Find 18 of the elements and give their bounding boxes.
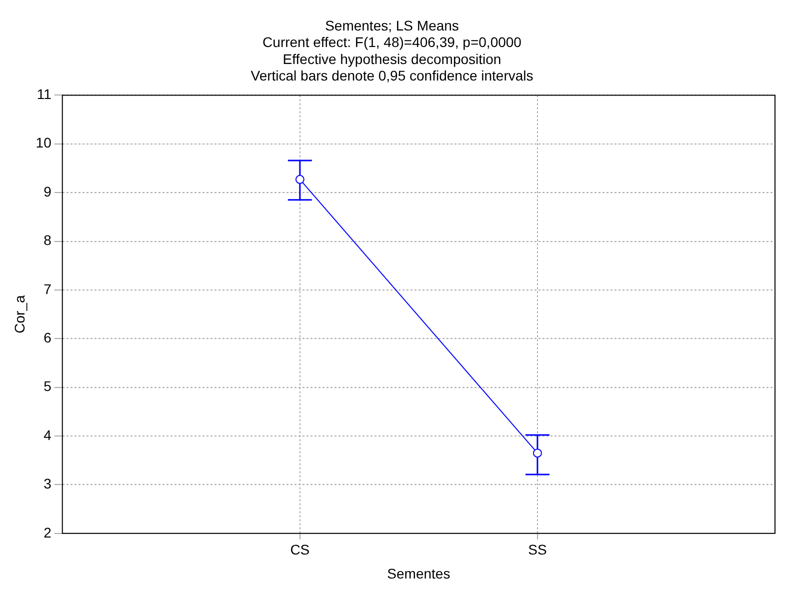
text: Effective hypothesis decomposition bbox=[282, 50, 502, 67]
y-tick-label: 3 bbox=[44, 476, 52, 492]
text: Vertical bars denote 0,95 confidence intervals bbox=[250, 68, 534, 84]
y-tick-label: 2 bbox=[44, 524, 52, 540]
y-tick-label: 8 bbox=[44, 232, 52, 248]
x-tick-label: CS bbox=[290, 542, 310, 558]
y-tick-label: 6 bbox=[44, 330, 52, 346]
y-tick-label: 4 bbox=[44, 426, 52, 443]
y-tick-label: 9 bbox=[44, 183, 52, 200]
y-tick-label: 11 bbox=[36, 86, 52, 102]
y-axis-title: Cor_a bbox=[11, 295, 28, 334]
x-tick-label: SS bbox=[528, 542, 547, 558]
x-axis-title: Sementes bbox=[387, 565, 450, 582]
chart-title: Sementes; LS Means bbox=[325, 17, 459, 34]
y-tick-label: 10 bbox=[36, 134, 52, 151]
y-tick-label: 5 bbox=[44, 378, 52, 394]
chart-subtitle: Current effect: F(1, 48)=406,39, p=0,0000 bbox=[262, 34, 522, 50]
y-tick-label: 7 bbox=[44, 280, 52, 297]
